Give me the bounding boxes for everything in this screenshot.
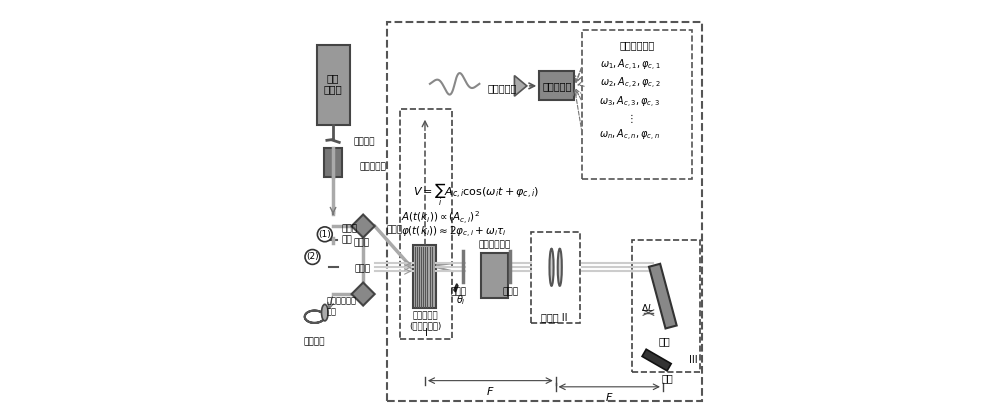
Text: $V = \sum_i A_{c,i}\cos(\omega_i t + \varphi_{c,i})$: $V = \sum_i A_{c,i}\cos(\omega_i t + \va… — [413, 182, 540, 208]
Text: 分束器: 分束器 — [387, 226, 403, 234]
Text: $F$: $F$ — [605, 391, 614, 403]
Bar — [632, 240, 700, 372]
Bar — [324, 148, 342, 177]
Text: $\omega_2,A_{c,2},\varphi_{c,2}$: $\omega_2,A_{c,2},\varphi_{c,2}$ — [600, 76, 660, 91]
Text: 半波片: 半波片 — [502, 288, 518, 296]
Bar — [400, 109, 452, 339]
Text: $\Delta L$: $\Delta L$ — [641, 302, 654, 313]
Circle shape — [317, 227, 332, 242]
Bar — [531, 232, 580, 323]
Text: 声光偏转器
(声光调制器): 声光偏转器 (声光调制器) — [409, 311, 441, 331]
Circle shape — [305, 249, 320, 264]
Ellipse shape — [322, 304, 328, 321]
Text: 透镜组 II: 透镜组 II — [541, 312, 568, 322]
Text: 偏振分半波片
束器: 偏振分半波片 束器 — [327, 297, 357, 316]
Bar — [539, 71, 574, 100]
Polygon shape — [454, 284, 458, 292]
Bar — [413, 244, 436, 308]
Text: 锁模
激光器: 锁模 激光器 — [324, 73, 342, 95]
Bar — [317, 45, 350, 125]
Ellipse shape — [558, 249, 562, 286]
Text: $\theta_i$: $\theta_i$ — [456, 293, 466, 307]
Text: 光学隔离器: 光学隔离器 — [360, 163, 387, 171]
Text: 射频信号编码: 射频信号编码 — [619, 40, 654, 50]
Text: $\omega_1,A_{c,1},\varphi_{c,1}$: $\omega_1,A_{c,1},\varphi_{c,1}$ — [600, 58, 660, 73]
Ellipse shape — [549, 249, 554, 286]
Text: 半波片: 半波片 — [451, 288, 467, 296]
Polygon shape — [352, 215, 375, 238]
Text: 单模光纤: 单模光纤 — [304, 337, 325, 346]
Text: 功率整合器: 功率整合器 — [542, 81, 572, 91]
Text: 光栅: 光栅 — [659, 337, 671, 347]
Text: 半波片: 半波片 — [354, 238, 370, 247]
Text: $F$: $F$ — [486, 385, 494, 397]
Bar — [481, 253, 508, 298]
Text: 连续光
入射: 连续光 入射 — [341, 225, 357, 244]
Bar — [387, 22, 702, 401]
Text: III: III — [689, 355, 698, 365]
Text: $A(t(k_i)) \propto (A_{c,i})^2$: $A(t(k_i)) \propto (A_{c,i})^2$ — [401, 209, 480, 226]
Text: 信号放大器: 信号放大器 — [487, 83, 517, 93]
Text: (2): (2) — [306, 252, 319, 261]
Text: I: I — [425, 328, 428, 338]
Text: $\omega_3,A_{c,3},\varphi_{c,3}$: $\omega_3,A_{c,3},\varphi_{c,3}$ — [599, 95, 660, 110]
Polygon shape — [649, 264, 677, 329]
Polygon shape — [352, 283, 375, 305]
Polygon shape — [514, 76, 527, 96]
Text: 挡板: 挡板 — [661, 374, 673, 383]
Text: (1): (1) — [318, 230, 331, 239]
Text: $\vdots$: $\vdots$ — [626, 112, 634, 125]
Text: $\omega_n,A_{c,n},\varphi_{c,n}$: $\omega_n,A_{c,n},\varphi_{c,n}$ — [599, 128, 660, 143]
Text: 脉冲入射: 脉冲入射 — [354, 137, 375, 146]
Polygon shape — [642, 349, 671, 371]
Text: 半波片: 半波片 — [355, 264, 371, 273]
Text: 法拉第旋转器: 法拉第旋转器 — [479, 240, 511, 249]
Text: $\varphi(t(k_i)) \approx 2\varphi_{c,i} + \omega_i\tau_i$: $\varphi(t(k_i)) \approx 2\varphi_{c,i} … — [401, 225, 507, 240]
Bar — [582, 30, 692, 178]
